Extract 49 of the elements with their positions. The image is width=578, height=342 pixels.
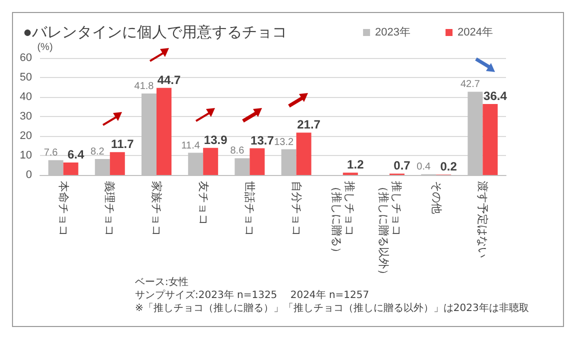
y-tick-label: 40 (20, 91, 32, 103)
y-tick-label: 50 (20, 72, 32, 84)
x-tick-label: その他 (430, 181, 443, 214)
x-tick-label: 本命チョコ (56, 181, 70, 236)
data-label: 44.7 (157, 72, 181, 87)
data-label: 13.9 (204, 132, 228, 147)
y-axis-title: (%) (37, 42, 53, 54)
data-label: 21.7 (297, 118, 321, 132)
x-tick-label: 渡す予定はない (476, 181, 490, 258)
bar (203, 148, 218, 175)
legend-label: 2024年 (458, 26, 494, 38)
x-tick-label: 家族チョコ (150, 181, 163, 236)
x-tick-label: 友チョコ (196, 181, 210, 225)
data-label: 0.4 (416, 162, 431, 173)
bar (482, 104, 498, 175)
y-tick-label: 0 (26, 169, 32, 181)
data-label: 0.2 (440, 160, 458, 174)
data-label: 0.7 (394, 158, 411, 173)
data-label: 8.6 (230, 146, 245, 157)
y-tick-label: 60 (20, 52, 32, 64)
text: サンプサイズ:2023年 n=1325 2024年 n=1257 (135, 289, 370, 302)
data-label: 36.4 (484, 89, 508, 104)
bar (63, 162, 78, 175)
data-label: 6.4 (67, 148, 84, 162)
data-label: 42.7 (460, 79, 480, 90)
bar (296, 132, 312, 175)
x-tick-label: 自分チョコ (290, 181, 303, 236)
y-tick-label: 10 (20, 150, 32, 162)
x-tick-label: 義理チョコ (103, 181, 116, 236)
y-tick-label: 30 (20, 110, 32, 122)
legend-label: 2023年 (375, 26, 411, 38)
chart-title: ●バレンタインに個人で用意するチョコ (23, 24, 288, 41)
bar (250, 148, 265, 175)
data-label: 11.4 (181, 140, 200, 152)
bar (156, 88, 172, 175)
bar (110, 152, 125, 175)
x-tick-label: 推しチョコ（推しに贈る） (330, 181, 356, 258)
x-tick-label: 推しチョコ（推しに贈る以外） (376, 181, 402, 280)
data-label: 13.7 (250, 133, 274, 148)
data-label: 11.7 (111, 137, 134, 152)
x-tick-label: 世話チョコ (243, 181, 256, 236)
data-label: 41.8 (134, 80, 154, 92)
y-tick-label: 20 (20, 130, 32, 142)
data-label: 1.2 (347, 158, 364, 172)
text: ベース:女性 (135, 277, 188, 288)
text: ※「推しチョコ（推しに贈る）」「推しチョコ（推しに贈る以外）」は2023年は非聴取 (135, 302, 529, 315)
data-label: 7.6 (44, 148, 58, 159)
data-label: 8.2 (90, 146, 105, 158)
data-label: 13.2 (274, 136, 294, 148)
